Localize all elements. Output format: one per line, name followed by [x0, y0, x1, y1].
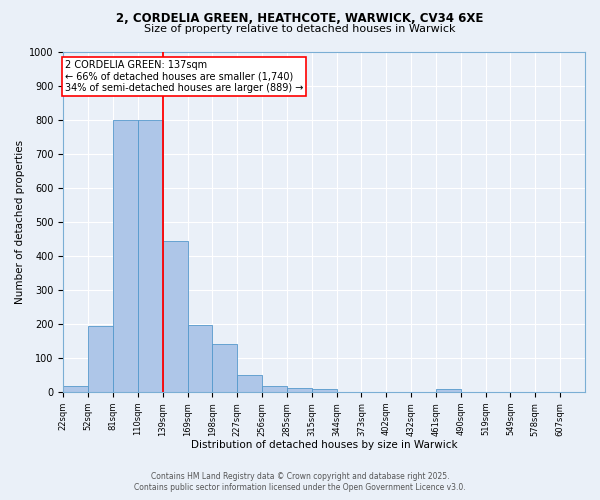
Y-axis label: Number of detached properties: Number of detached properties	[15, 140, 25, 304]
Text: Size of property relative to detached houses in Warwick: Size of property relative to detached ho…	[144, 24, 456, 34]
Bar	[138, 120, 163, 392]
Bar	[312, 388, 337, 392]
Bar	[436, 390, 461, 392]
X-axis label: Distribution of detached houses by size in Warwick: Distribution of detached houses by size …	[191, 440, 458, 450]
Bar	[64, 386, 88, 392]
Text: Contains HM Land Registry data © Crown copyright and database right 2025.
Contai: Contains HM Land Registry data © Crown c…	[134, 472, 466, 492]
Text: 2, CORDELIA GREEN, HEATHCOTE, WARWICK, CV34 6XE: 2, CORDELIA GREEN, HEATHCOTE, WARWICK, C…	[116, 12, 484, 26]
Bar	[212, 344, 237, 392]
Bar	[163, 241, 188, 392]
Text: 2 CORDELIA GREEN: 137sqm
← 66% of detached houses are smaller (1,740)
34% of sem: 2 CORDELIA GREEN: 137sqm ← 66% of detach…	[65, 60, 304, 93]
Bar	[188, 325, 212, 392]
Bar	[237, 375, 262, 392]
Bar	[287, 388, 312, 392]
Bar	[262, 386, 287, 392]
Bar	[88, 326, 113, 392]
Bar	[113, 120, 138, 392]
